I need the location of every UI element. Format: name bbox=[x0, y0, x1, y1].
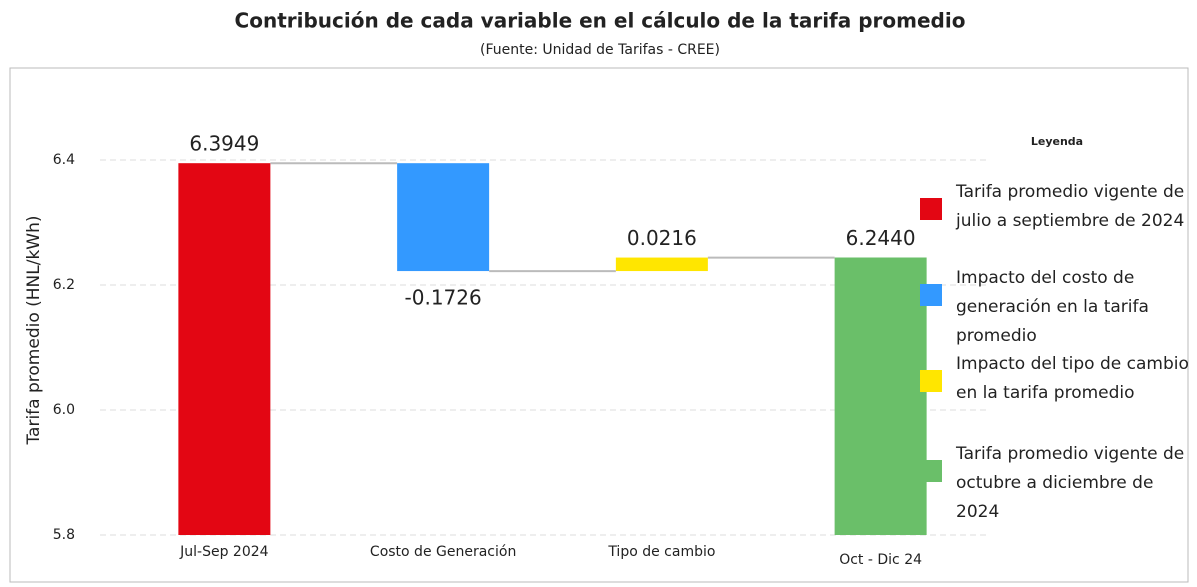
frame bbox=[9, 67, 1189, 583]
y-tick-label: 5.8 bbox=[53, 527, 75, 543]
legend-title: Leyenda bbox=[1031, 135, 1083, 148]
legend-label: Impacto del tipo de cambio en la tarifa … bbox=[956, 354, 1189, 403]
legend-label: Impacto del costo de generación en la ta… bbox=[956, 268, 1149, 346]
chart-subtitle: (Fuente: Unidad de Tarifas - CREE) bbox=[480, 42, 720, 58]
chart-title: Contribución de cada variable en el cálc… bbox=[235, 9, 966, 33]
y-tick-label: 6.4 bbox=[53, 152, 75, 168]
x-tick-label: Jul-Sep 2024 bbox=[179, 544, 269, 560]
legend-swatch bbox=[920, 460, 942, 482]
bar bbox=[615, 257, 708, 272]
legend-swatch bbox=[920, 370, 942, 392]
legend-entry: Impacto del costo de generación en la ta… bbox=[920, 264, 1190, 351]
legend-label: Tarifa promedio vigente de octubre a dic… bbox=[956, 444, 1185, 522]
bar bbox=[834, 257, 927, 535]
value-label: -0.1726 bbox=[405, 286, 482, 310]
legend-entry: Impacto del tipo de cambio en la tarifa … bbox=[920, 350, 1190, 408]
y-axis-label: Tarifa promedio (HNL/kWh) bbox=[24, 215, 44, 445]
y-tick-label: 6.2 bbox=[53, 277, 75, 293]
legend-entry: Tarifa promedio vigente de octubre a dic… bbox=[920, 440, 1190, 527]
y-tick-label: 6.0 bbox=[53, 402, 75, 418]
legend-swatch bbox=[920, 198, 942, 220]
x-tick-label: Costo de Generación bbox=[370, 544, 516, 560]
x-tick-label: Oct - Dic 24 bbox=[839, 552, 922, 568]
value-label: 6.3949 bbox=[189, 132, 259, 156]
x-tick-label: Tipo de cambio bbox=[607, 544, 715, 560]
legend-entry: Tarifa promedio vigente de julio a septi… bbox=[920, 178, 1190, 236]
legend-swatch bbox=[920, 284, 942, 306]
bar bbox=[178, 163, 271, 535]
bar bbox=[397, 163, 490, 272]
value-label: 0.0216 bbox=[627, 226, 697, 250]
value-label: 6.2440 bbox=[846, 226, 916, 250]
legend-label: Tarifa promedio vigente de julio a septi… bbox=[956, 182, 1185, 231]
